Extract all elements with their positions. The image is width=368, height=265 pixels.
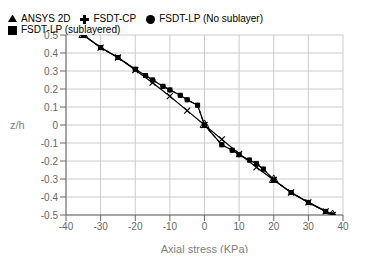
- svg-text:-20: -20: [128, 221, 143, 232]
- svg-text:-10: -10: [163, 221, 178, 232]
- svg-text:-40: -40: [59, 221, 74, 232]
- svg-text:-0.5: -0.5: [41, 210, 59, 221]
- svg-text:-0.1: -0.1: [41, 138, 59, 149]
- svg-text:10: 10: [234, 221, 246, 232]
- svg-text:40: 40: [337, 221, 349, 232]
- svg-text:-0.3: -0.3: [41, 174, 59, 185]
- svg-text:20: 20: [268, 221, 280, 232]
- svg-text:z/h: z/h: [10, 119, 25, 131]
- svg-text:0.1: 0.1: [44, 102, 58, 113]
- svg-text:-30: -30: [93, 221, 108, 232]
- svg-text:-0.2: -0.2: [41, 156, 59, 167]
- svg-text:0: 0: [52, 120, 58, 131]
- svg-text:0: 0: [202, 221, 208, 232]
- svg-text:0.4: 0.4: [44, 48, 58, 59]
- svg-text:0.2: 0.2: [44, 84, 58, 95]
- svg-text:0.3: 0.3: [44, 66, 58, 77]
- svg-text:-0.4: -0.4: [41, 192, 59, 203]
- svg-text:Axial stress (KPa): Axial stress (KPa): [161, 243, 248, 253]
- svg-text:0.5: 0.5: [44, 30, 58, 41]
- svg-text:30: 30: [303, 221, 315, 232]
